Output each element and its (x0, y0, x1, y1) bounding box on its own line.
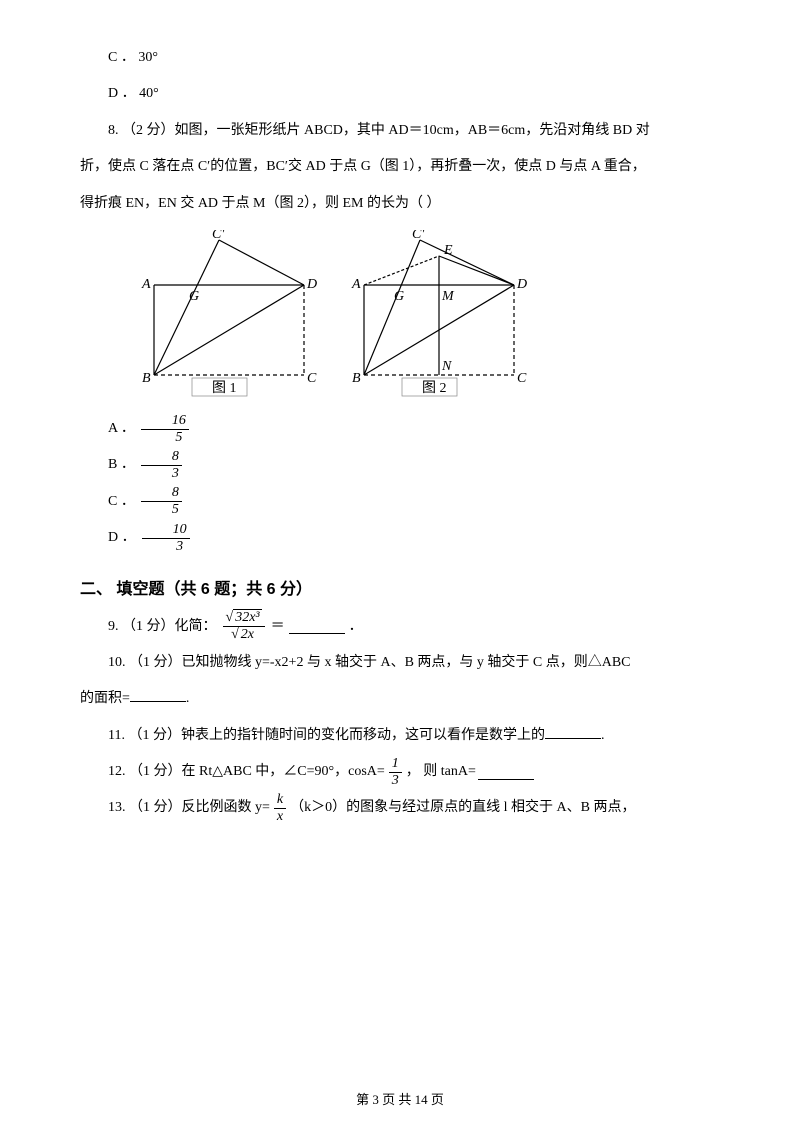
page-footer: 第 3 页 共 14 页 (0, 1089, 800, 1108)
blank-field (545, 724, 601, 739)
q13: 13. （1 分）反比例函数 y= k x （k＞0）的图象与经过原点的直线 l… (108, 790, 720, 826)
q12-frac: 1 3 (389, 757, 402, 788)
svg-text:C′: C′ (412, 230, 425, 242)
q7-opt-d-text: 40° (139, 86, 159, 101)
svg-text:图 1: 图 1 (212, 381, 237, 396)
q8-option-d: D ． 10 3 (80, 520, 720, 556)
label-d: D ． (80, 520, 136, 556)
document-page: C ． 30° D ． 40° 8. （2 分）如图，一张矩形纸片 ABCD，其… (0, 0, 800, 1132)
fraction-icon: 10 3 (142, 523, 190, 554)
svg-text:C: C (307, 371, 317, 386)
svg-text:图 2: 图 2 (422, 381, 447, 396)
svg-text:D: D (306, 277, 317, 292)
q9-prefix: 9. （1 分）化简： (108, 609, 217, 645)
section2-title: 二、 填空题（共 6 题；共 6 分） (80, 575, 720, 599)
q8-stem-line2: 折，使点 C 落在点 C′的位置，BC′交 AD 于点 G（图 1），再折叠一次… (80, 149, 720, 185)
q8-figures: A D B C C′ G 图 1 (134, 230, 720, 405)
q10-suffix: . (186, 691, 190, 706)
svg-text:C′: C′ (212, 230, 225, 242)
svg-text:N: N (441, 359, 452, 374)
svg-text:D: D (516, 277, 527, 292)
q9-eq: ＝ (271, 609, 285, 645)
q8-figure2: A D B C C′ E G M N 图 2 (351, 230, 527, 396)
q9: 9. （1 分）化简： √32x³ √2x ＝ ． (108, 609, 720, 645)
q12-mid: ， 则 tanA= (406, 754, 476, 790)
blank-field (289, 619, 345, 634)
label-a: A ． (80, 411, 135, 447)
blank-field (130, 687, 186, 702)
q8-stem-line3: 得折痕 EN，EN 交 AD 于点 M（图 2），则 EM 的长为（ ） (80, 186, 720, 222)
q9-fraction: √32x³ √2x (223, 611, 265, 642)
q8-stem-line1: 8. （2 分）如图，一张矩形纸片 ABCD，其中 AD＝10cm，AB＝6cm… (80, 113, 720, 149)
svg-text:E: E (443, 243, 453, 258)
svg-text:M: M (441, 289, 455, 304)
blank-field (478, 765, 534, 780)
q8-option-c: C ． 8 5 (80, 484, 720, 520)
q13-prefix: 13. （1 分）反比例函数 y= (108, 790, 270, 826)
svg-text:G: G (394, 289, 404, 304)
label-b: B ． (80, 447, 135, 483)
svg-text:B: B (142, 371, 151, 386)
svg-text:B: B (352, 371, 361, 386)
fraction-icon: 8 3 (141, 450, 182, 481)
q8-option-b: B ． 8 3 (80, 447, 720, 483)
svg-text:A: A (351, 277, 361, 292)
q7-option-d: D ． 40° (80, 76, 720, 112)
q8-option-a: A ． 16 5 (80, 411, 720, 447)
q7-opt-c-text: 30° (138, 50, 158, 65)
svg-text:G: G (189, 289, 199, 304)
q13-suffix: （k＞0）的图象与经过原点的直线 l 相交于 A、B 两点， (290, 790, 635, 826)
q9-dot: ． (349, 609, 363, 645)
q8-figures-svg: A D B C C′ G 图 1 (134, 230, 554, 400)
q10-line1: 10. （1 分）已知抛物线 y=-x2+2 与 x 轴交于 A、B 两点，与 … (80, 645, 720, 681)
q11: 11. （1 分）钟表上的指针随时间的变化而移动，这可以看作是数学上的. (80, 718, 720, 754)
q11-suffix: . (601, 728, 605, 743)
q12: 12. （1 分）在 Rt△ABC 中，∠C=90°，cosA= 1 3 ， 则… (108, 754, 720, 790)
label-c: C ． (108, 50, 135, 65)
fraction-icon: 16 5 (141, 414, 189, 445)
svg-text:C: C (517, 371, 527, 386)
q10-prefix: 的面积= (80, 691, 130, 706)
q12-prefix: 12. （1 分）在 Rt△ABC 中，∠C=90°，cosA= (108, 754, 385, 790)
q11-prefix: 11. （1 分）钟表上的指针随时间的变化而移动，这可以看作是数学上的 (108, 728, 545, 743)
label-d: D ． (108, 86, 136, 101)
q10-line2: 的面积=. (80, 681, 720, 717)
svg-text:A: A (141, 277, 151, 292)
q7-option-c: C ． 30° (80, 40, 720, 76)
q13-frac: k x (274, 793, 286, 824)
label-c: C ． (80, 484, 135, 520)
q8-figure1: A D B C C′ G 图 1 (141, 230, 317, 396)
fraction-icon: 8 5 (141, 486, 182, 517)
